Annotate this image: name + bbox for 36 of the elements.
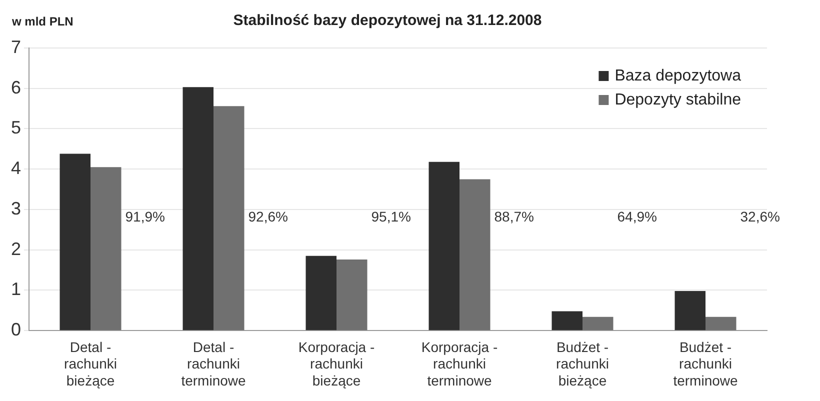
y-tick-label: 1 — [10, 279, 22, 300]
y-tick-label: 5 — [10, 118, 22, 138]
bar — [428, 162, 460, 330]
annotation: 88,7% — [494, 208, 534, 224]
bar — [336, 260, 368, 330]
bar — [60, 154, 91, 330]
bar — [582, 316, 614, 330]
annotation: 91,9% — [125, 208, 165, 224]
x-tick-label: Detal - rachunki terminowe — [181, 338, 246, 388]
x-tick-label: Detal - rachunki bieżące — [64, 338, 117, 388]
x-tick-label: Korporacja - rachunki bieżące — [298, 338, 375, 388]
bar — [552, 311, 583, 330]
y-axis-title: w mld PLN — [11, 14, 74, 28]
annotation: 95,1% — [371, 208, 411, 224]
bar — [706, 316, 736, 330]
legend-label: Baza depozytowa — [614, 67, 742, 84]
chart-title: Stabilność bazy depozytowej na 31.12.2008 — [233, 12, 542, 30]
x-tick-label: Budżet - rachunki bieżące — [556, 338, 609, 388]
y-tick-label: 2 — [10, 238, 22, 259]
bar — [460, 179, 490, 330]
annotation: 92,6% — [248, 208, 288, 224]
y-tick-label: 3 — [10, 198, 22, 218]
bar — [674, 291, 706, 330]
bar — [182, 87, 214, 330]
x-tick-label: Korporacja - rachunki terminowe — [421, 338, 498, 388]
y-tick-label: 0 — [10, 320, 22, 340]
y-tick-label: 6 — [10, 77, 22, 98]
bar — [214, 106, 244, 330]
bar — [90, 167, 122, 330]
x-tick-label: Budżet - rachunki terminowe — [673, 338, 738, 388]
y-tick-label: 7 — [10, 36, 22, 57]
y-tick-label: 4 — [10, 158, 22, 178]
bar — [306, 256, 337, 330]
annotation: 64,9% — [617, 208, 657, 224]
annotation: 32,6% — [740, 208, 780, 224]
legend-label: Depozyty stabilne — [614, 91, 742, 108]
